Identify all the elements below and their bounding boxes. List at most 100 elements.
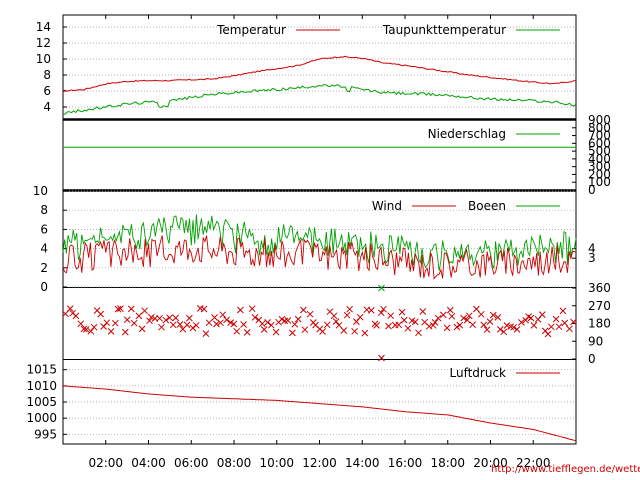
tick-label-precip-500: 500 [588, 144, 611, 158]
legend-boeen-label: Boeen [468, 199, 506, 213]
x-tick-label-18:00: 18:00 [430, 456, 465, 470]
dir-point [465, 312, 473, 320]
temp-series-0 [62, 55, 577, 92]
dir-point [395, 321, 403, 329]
dir-point [97, 310, 105, 318]
dir-point [66, 305, 74, 312]
dir-point [123, 316, 131, 324]
dir-point [291, 320, 299, 328]
tick-label-temp-10: 10 [36, 52, 51, 66]
x-tick-label-22:00: 22:00 [516, 456, 551, 470]
dir-point [361, 329, 369, 337]
dir-point [319, 328, 326, 335]
dir-point [518, 319, 525, 326]
dir-point [356, 313, 364, 321]
dir-point [496, 326, 504, 333]
dir-point [300, 306, 307, 314]
tick-label-precip-400: 400 [588, 152, 611, 166]
tick-label-wind-0: 0 [40, 280, 48, 294]
dir-point [547, 323, 555, 331]
dir-point [387, 312, 395, 320]
dir-point [431, 319, 439, 326]
dir-point [301, 326, 309, 334]
dir-point [510, 323, 518, 331]
dir-point [156, 314, 163, 322]
dir-point [555, 323, 563, 331]
dir-point [373, 322, 380, 329]
dir-point [552, 315, 560, 323]
x-tick-label-14:00: 14:00 [345, 456, 380, 470]
tick-label-precip-200: 200 [588, 167, 611, 181]
dir-point [233, 327, 241, 335]
dir-point [377, 309, 385, 317]
dir-point [527, 314, 535, 322]
dir-point [260, 326, 268, 333]
dir-point [446, 306, 454, 314]
dir-point [460, 314, 467, 322]
tick-label-press-1015: 1015 [26, 363, 57, 377]
dir-point [294, 315, 302, 323]
dir-point [453, 323, 461, 331]
tick-label-temp-8: 8 [43, 68, 51, 82]
dir-point [530, 322, 538, 329]
dir-point [400, 316, 408, 324]
dir-point [251, 314, 259, 321]
dir-point [141, 307, 148, 315]
dir-point [561, 319, 569, 327]
dir-point [380, 305, 387, 313]
dir-point-calm [378, 354, 385, 362]
dir-point [332, 318, 340, 325]
dir-point [480, 321, 488, 329]
temp-series-1 [62, 83, 577, 115]
dir-point [77, 320, 85, 328]
dir-point [486, 318, 494, 325]
tick-label-press-995: 995 [34, 427, 57, 441]
x-tick-label-12:00: 12:00 [302, 456, 337, 470]
pressure-series [62, 385, 577, 442]
dir-point [146, 317, 153, 325]
dir-point [169, 321, 177, 329]
legend-wind-label: Wind [372, 199, 402, 213]
dir-point-gust [378, 284, 385, 292]
dir-point [500, 328, 508, 336]
source-link[interactable]: http://www.tiefflegen.de/wetter/ [491, 464, 640, 475]
dir-point [473, 305, 480, 313]
dir-point [425, 322, 433, 330]
dir-point [217, 319, 224, 327]
dir-point [121, 328, 129, 336]
dir-point [570, 318, 577, 326]
dir-point [72, 312, 80, 320]
dir-point [219, 311, 227, 319]
dir-point [385, 322, 392, 330]
dir-point [323, 321, 331, 329]
dir-point [213, 320, 220, 328]
dir-point [162, 316, 170, 324]
dir-point [443, 324, 451, 332]
dir-point [463, 316, 471, 324]
dir-point [258, 320, 266, 328]
tick-label-press-1005: 1005 [26, 395, 57, 409]
dir-point [439, 311, 447, 319]
dir-point [103, 319, 111, 327]
tick-label-temp-6: 6 [43, 84, 51, 98]
dir-point [90, 323, 98, 331]
dir-point [489, 311, 497, 319]
dir-point [166, 314, 173, 322]
dir-point [469, 321, 477, 329]
dir-point [284, 317, 292, 324]
tick-label-press-1000: 1000 [26, 411, 57, 425]
dir-point [230, 320, 238, 328]
dir-point [147, 313, 155, 321]
dir-point [205, 319, 213, 327]
dir-point [343, 311, 351, 319]
x-tick-label-20:00: 20:00 [473, 456, 508, 470]
dir-point [415, 329, 422, 337]
dir-point [138, 325, 146, 333]
tick-label-precip-800: 800 [588, 121, 611, 135]
dir-point [111, 319, 119, 327]
tick-label-temp-14: 14 [36, 20, 51, 34]
dir-point [306, 310, 314, 318]
dir-point [117, 305, 124, 312]
dir-point [404, 324, 412, 332]
